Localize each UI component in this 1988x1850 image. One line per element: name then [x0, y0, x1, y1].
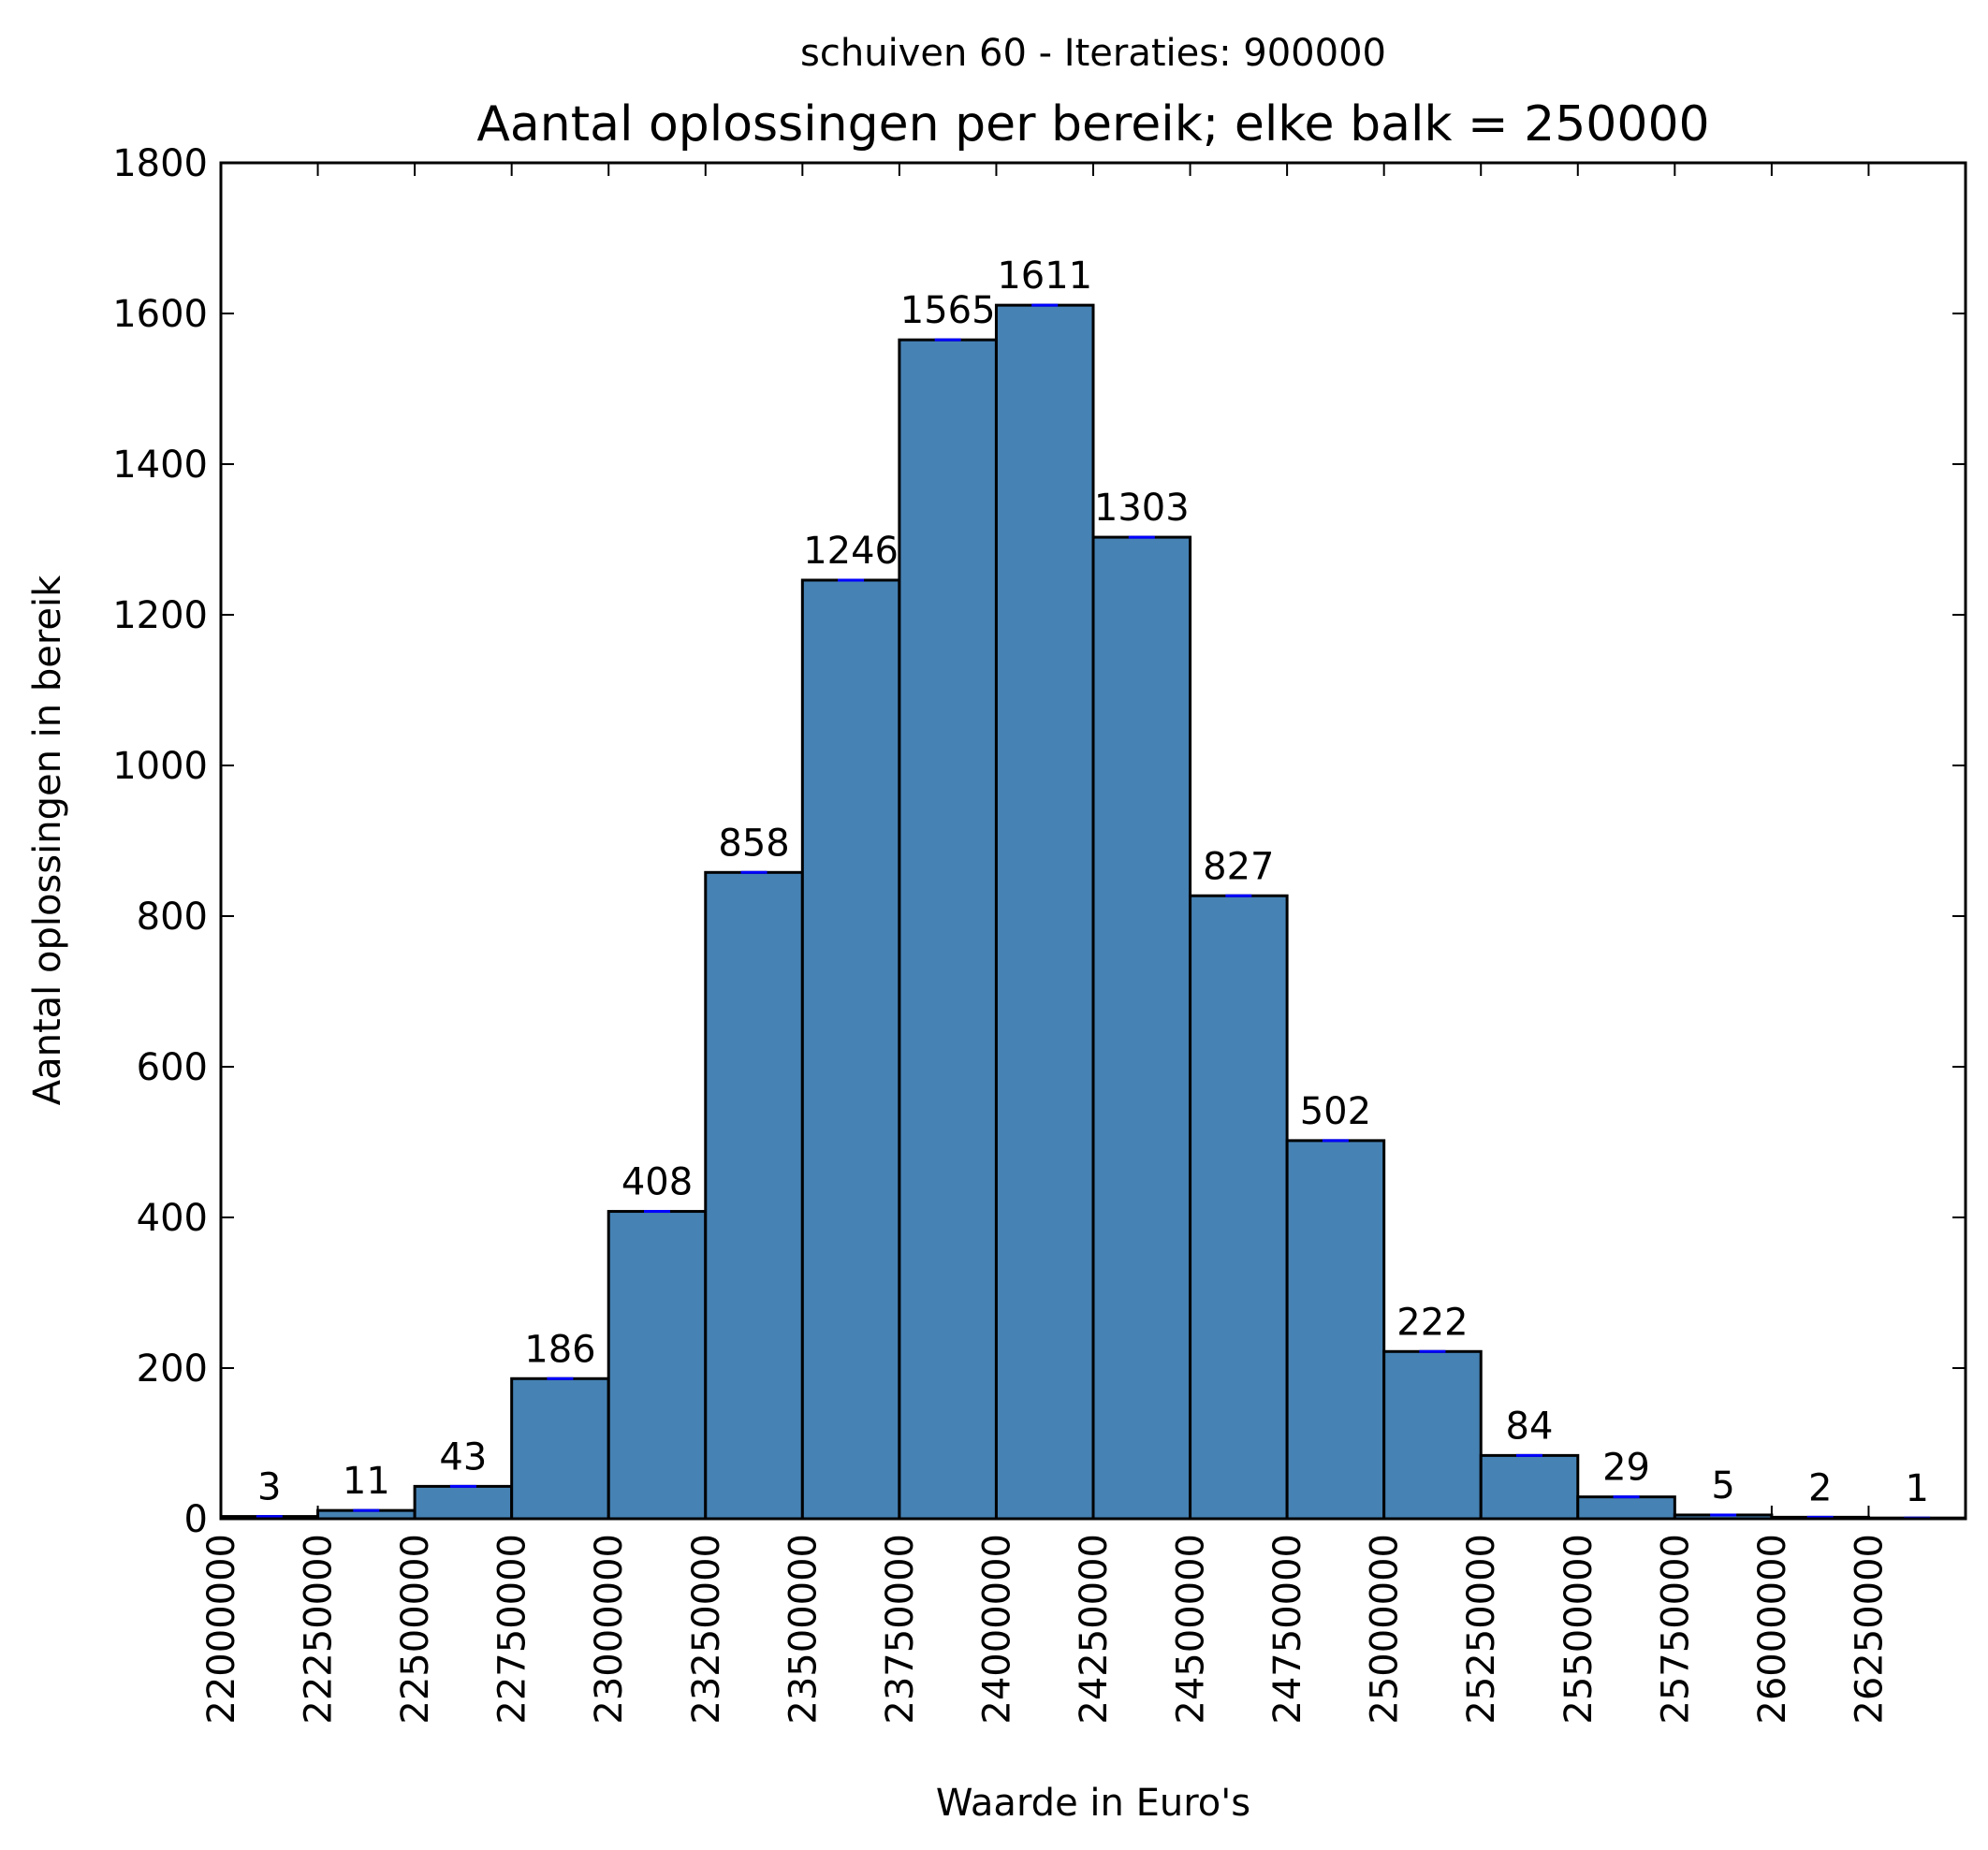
y-tick-label: 200	[137, 1347, 208, 1391]
histogram-bar	[1382, 1349, 1483, 1521]
data-label: 1565	[900, 289, 996, 332]
x-tick-label: 23500000	[782, 1534, 825, 1725]
x-axis: 22000000 22250000 22500000 22750000 23000000…	[200, 163, 1891, 1725]
data-label: 43	[439, 1435, 487, 1479]
histogram-bar	[1285, 1139, 1386, 1521]
chart-title: Aantal oplossingen per bereik; elke balk…	[476, 96, 1709, 153]
data-label: 1	[1905, 1467, 1928, 1510]
x-tick-label: 25000000	[1364, 1534, 1407, 1725]
x-tick-label: 24750000	[1266, 1534, 1309, 1725]
data-label: 29	[1602, 1447, 1650, 1490]
data-label: 5	[1711, 1464, 1734, 1508]
data-label: 827	[1203, 845, 1274, 888]
x-tick-label: 24000000	[975, 1534, 1018, 1725]
data-label: 1611	[997, 255, 1092, 298]
x-axis-label: Waarde in Euro's	[936, 1782, 1250, 1825]
x-tick-label: 22250000	[298, 1534, 341, 1725]
histogram-bar	[413, 1484, 514, 1521]
x-tick-label: 22750000	[491, 1534, 534, 1725]
y-tick-label: 800	[137, 896, 208, 939]
y-tick-label: 1000	[112, 745, 208, 788]
data-label: 186	[524, 1328, 595, 1371]
y-tick-label: 1600	[112, 293, 208, 336]
histogram-bar	[800, 578, 901, 1521]
histogram-bar	[1479, 1453, 1580, 1521]
histogram-bar	[510, 1377, 610, 1521]
y-tick-label: 0	[184, 1498, 208, 1541]
x-tick-label: 23000000	[588, 1534, 631, 1725]
histogram-bar	[704, 870, 804, 1521]
data-label: 1246	[803, 530, 899, 573]
y-tick-label: 400	[137, 1197, 208, 1240]
y-axis: 0 200 400 600 800 1000 1200 1400 1600 1800	[112, 142, 1966, 1541]
data-label: 3	[257, 1466, 281, 1509]
y-tick-label: 600	[137, 1046, 208, 1089]
bars-layer	[219, 303, 1967, 1521]
data-label: 1303	[1094, 487, 1190, 530]
x-tick-label: 23250000	[685, 1534, 728, 1725]
x-tick-label: 22000000	[200, 1534, 243, 1725]
x-tick-label: 25500000	[1557, 1534, 1601, 1725]
histogram-bar	[1189, 894, 1289, 1521]
y-tick-label: 1400	[112, 444, 208, 487]
histogram-bar	[994, 303, 1095, 1521]
y-tick-label: 1800	[112, 142, 208, 185]
data-label: 84	[1506, 1405, 1554, 1448]
histogram-bar	[1576, 1495, 1676, 1521]
chart-subtitle: schuiven 60 - Iteraties: 900000	[800, 32, 1386, 75]
histogram-bar	[898, 338, 998, 1521]
x-tick-label: 25750000	[1654, 1534, 1697, 1725]
data-label: 408	[621, 1161, 693, 1204]
x-tick-label: 22500000	[394, 1534, 437, 1725]
data-label: 858	[718, 822, 789, 865]
data-label: 11	[343, 1460, 390, 1503]
data-label: 502	[1300, 1090, 1371, 1133]
histogram-bar	[607, 1210, 708, 1521]
x-tick-label: 25250000	[1460, 1534, 1503, 1725]
histogram-bar	[1091, 535, 1192, 1521]
x-tick-label: 24500000	[1170, 1534, 1213, 1725]
x-tick-label: 23750000	[879, 1534, 922, 1725]
y-tick-label: 1200	[112, 594, 208, 637]
data-label: 222	[1396, 1301, 1468, 1344]
y-axis-label: Aantal oplossingen in bereik	[26, 575, 69, 1105]
x-tick-label: 26250000	[1848, 1534, 1891, 1725]
x-tick-label: 24250000	[1073, 1534, 1116, 1725]
x-tick-label: 26000000	[1751, 1534, 1794, 1725]
data-label: 2	[1808, 1466, 1832, 1509]
